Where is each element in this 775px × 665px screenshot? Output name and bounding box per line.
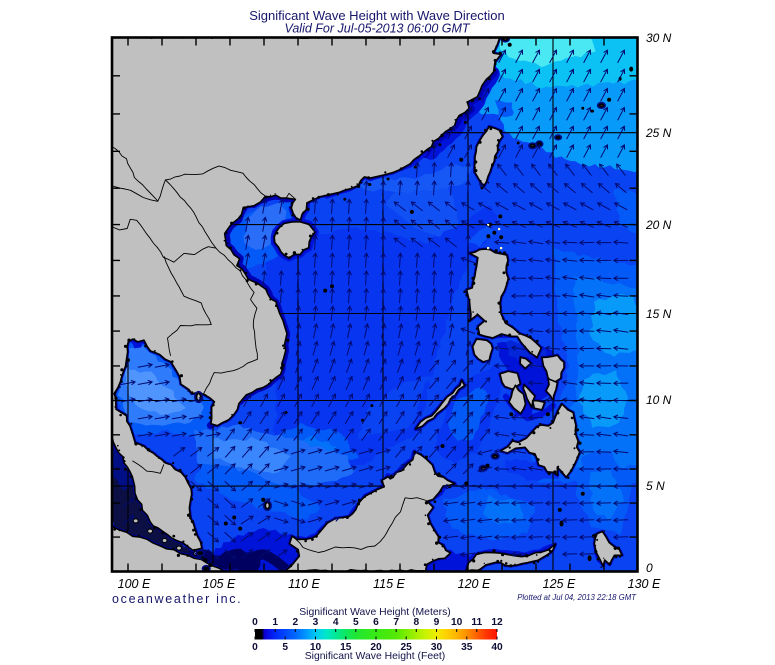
svg-text:9: 9 (434, 617, 440, 628)
svg-text:4: 4 (333, 617, 339, 628)
svg-text:0: 0 (252, 642, 258, 653)
svg-text:115 E: 115 E (373, 577, 405, 591)
svg-text:35: 35 (461, 642, 473, 653)
svg-text:Plotted at Jul 04, 2013 22:18: Plotted at Jul 04, 2013 22:18 GMT (517, 593, 637, 602)
svg-text:5: 5 (282, 642, 288, 653)
svg-text:5 N: 5 N (646, 479, 665, 493)
svg-text:125 E: 125 E (543, 577, 576, 591)
svg-text:10: 10 (451, 617, 463, 628)
svg-text:8: 8 (413, 617, 419, 628)
svg-text:11: 11 (471, 617, 482, 628)
svg-text:Significant Wave Height (Meter: Significant Wave Height (Meters) (299, 607, 451, 618)
svg-text:2: 2 (292, 617, 298, 628)
svg-text:110 E: 110 E (288, 577, 320, 591)
svg-text:10: 10 (310, 642, 322, 653)
svg-text:5: 5 (353, 617, 359, 628)
svg-text:30: 30 (431, 642, 443, 653)
svg-text:30 N: 30 N (646, 31, 672, 45)
svg-text:20 N: 20 N (645, 218, 672, 232)
svg-text:100 E: 100 E (118, 577, 151, 591)
svg-text:0: 0 (646, 561, 653, 575)
svg-text:1: 1 (272, 617, 278, 628)
svg-text:105 E: 105 E (203, 577, 236, 591)
svg-text:Valid For Jul-05-2013 06:00 GM: Valid For Jul-05-2013 06:00 GMT (284, 22, 470, 36)
svg-text:120 E: 120 E (458, 577, 491, 591)
svg-text:15 N: 15 N (646, 307, 672, 321)
svg-text:oceanweather inc.: oceanweather inc. (112, 592, 242, 606)
svg-text:7: 7 (393, 617, 399, 628)
svg-text:40: 40 (491, 642, 503, 653)
svg-text:20: 20 (370, 642, 382, 653)
svg-text:3: 3 (313, 617, 319, 628)
svg-text:0: 0 (252, 617, 258, 628)
svg-text:Significant Wave Height with W: Significant Wave Height with Wave Direct… (249, 8, 505, 23)
svg-text:Significant Wave Height (Feet): Significant Wave Height (Feet) (305, 651, 446, 662)
svg-text:25: 25 (401, 642, 413, 653)
svg-text:25 N: 25 N (645, 126, 672, 140)
svg-text:10 N: 10 N (646, 393, 672, 407)
svg-text:6: 6 (373, 617, 379, 628)
svg-text:15: 15 (340, 642, 352, 653)
svg-text:130 E: 130 E (628, 577, 661, 591)
svg-text:12: 12 (491, 617, 503, 628)
